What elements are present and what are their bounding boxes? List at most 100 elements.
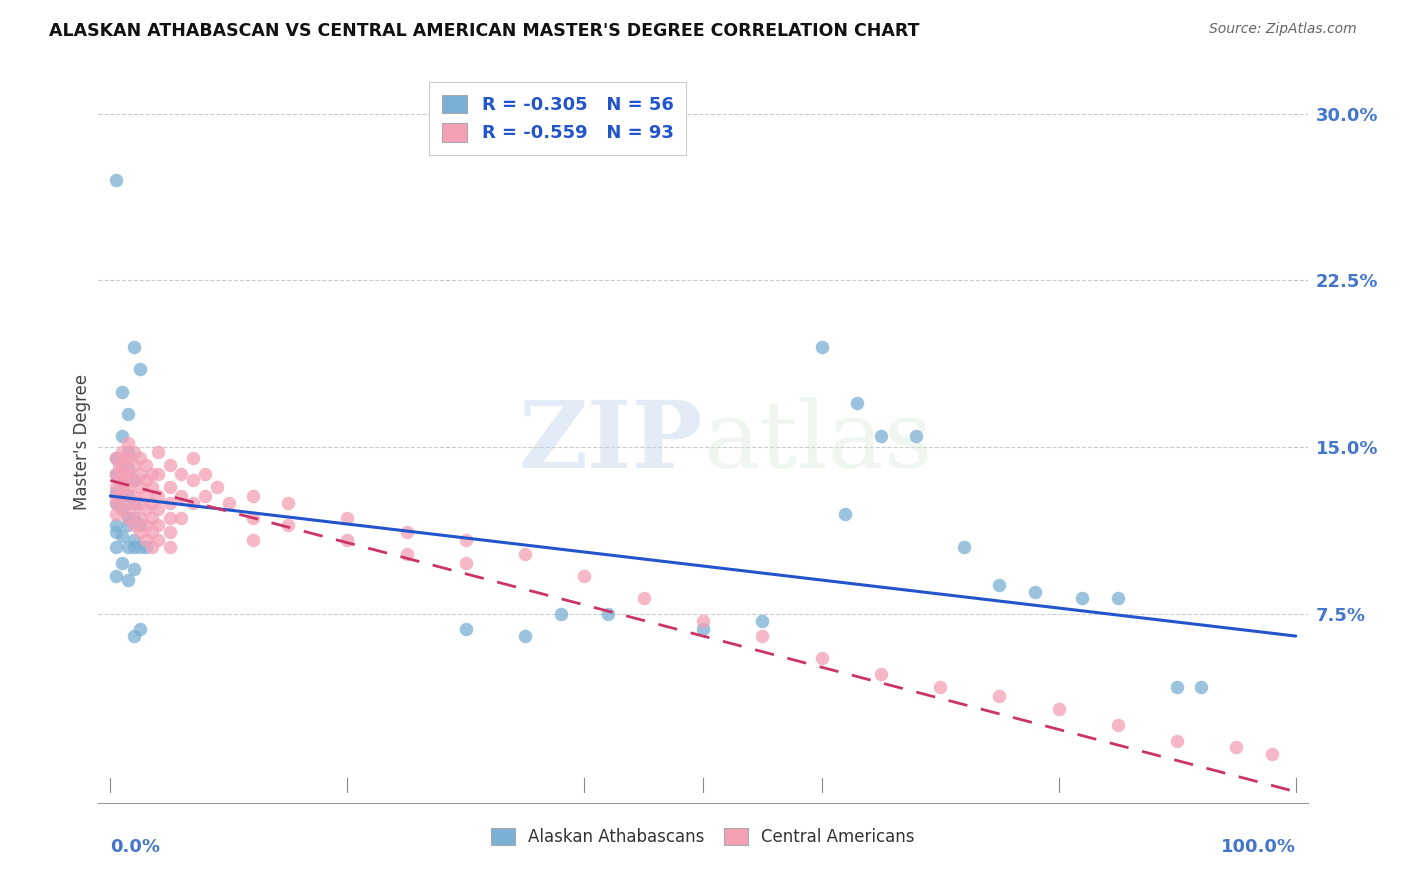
Point — [810, 651, 832, 665]
Point — [135, 502, 157, 516]
Point — [105, 480, 128, 494]
Point — [905, 429, 928, 443]
Point — [454, 533, 477, 548]
Point — [135, 540, 157, 554]
Point — [117, 540, 139, 554]
Point — [846, 395, 869, 409]
Point — [111, 489, 134, 503]
Point — [146, 533, 169, 548]
Point — [159, 524, 181, 539]
Point — [141, 480, 163, 494]
Point — [146, 502, 169, 516]
Point — [117, 511, 139, 525]
Point — [1225, 740, 1247, 755]
Point — [105, 524, 128, 539]
Point — [111, 467, 134, 481]
Point — [170, 467, 193, 481]
Point — [135, 533, 157, 548]
Point — [395, 524, 418, 539]
Point — [129, 517, 152, 532]
Point — [454, 623, 477, 637]
Point — [105, 484, 128, 499]
Point — [242, 489, 264, 503]
Text: 100.0%: 100.0% — [1220, 838, 1296, 856]
Point — [122, 562, 145, 576]
Text: Source: ZipAtlas.com: Source: ZipAtlas.com — [1209, 22, 1357, 37]
Point — [633, 591, 655, 606]
Point — [111, 474, 134, 488]
Point — [146, 517, 169, 532]
Point — [598, 607, 620, 621]
Point — [135, 489, 157, 503]
Point — [129, 511, 152, 525]
Point — [105, 467, 128, 481]
Point — [105, 540, 128, 554]
Point — [170, 511, 193, 525]
Point — [122, 496, 145, 510]
Point — [122, 340, 145, 354]
Point — [111, 529, 134, 543]
Point — [122, 502, 145, 516]
Point — [336, 533, 359, 548]
Point — [988, 578, 1011, 592]
Point — [395, 547, 418, 561]
Point — [751, 629, 773, 643]
Point — [692, 623, 714, 637]
Point — [105, 467, 128, 481]
Point — [129, 524, 152, 539]
Point — [988, 689, 1011, 703]
Point — [1166, 733, 1188, 747]
Point — [277, 496, 299, 510]
Point — [129, 623, 152, 637]
Point — [1166, 680, 1188, 694]
Point — [242, 533, 264, 548]
Point — [105, 496, 128, 510]
Point — [122, 517, 145, 532]
Point — [454, 556, 477, 570]
Point — [159, 496, 181, 510]
Point — [159, 540, 181, 554]
Point — [129, 362, 152, 376]
Point — [751, 614, 773, 628]
Point — [111, 458, 134, 472]
Point — [1071, 591, 1094, 606]
Point — [834, 507, 856, 521]
Point — [122, 444, 145, 458]
Point — [218, 496, 240, 510]
Point — [550, 607, 572, 621]
Point — [194, 467, 217, 481]
Point — [117, 574, 139, 588]
Text: atlas: atlas — [703, 397, 932, 486]
Point — [105, 496, 128, 510]
Point — [122, 489, 145, 503]
Point — [141, 524, 163, 539]
Point — [1107, 591, 1129, 606]
Point — [141, 467, 163, 481]
Point — [111, 429, 134, 443]
Point — [111, 502, 134, 516]
Point — [1047, 702, 1070, 716]
Point — [129, 496, 152, 510]
Point — [146, 444, 169, 458]
Point — [159, 511, 181, 525]
Point — [122, 540, 145, 554]
Point — [159, 458, 181, 472]
Point — [129, 467, 152, 481]
Point — [146, 489, 169, 503]
Point — [111, 556, 134, 570]
Point — [117, 451, 139, 466]
Point — [135, 517, 157, 532]
Point — [869, 666, 891, 681]
Point — [105, 451, 128, 466]
Point — [117, 462, 139, 476]
Point — [117, 435, 139, 450]
Point — [111, 489, 134, 503]
Point — [515, 629, 537, 643]
Point — [1024, 584, 1046, 599]
Point — [135, 474, 157, 488]
Point — [129, 540, 152, 554]
Text: ALASKAN ATHABASCAN VS CENTRAL AMERICAN MASTER'S DEGREE CORRELATION CHART: ALASKAN ATHABASCAN VS CENTRAL AMERICAN M… — [49, 22, 920, 40]
Point — [122, 511, 145, 525]
Point — [141, 496, 163, 510]
Point — [111, 474, 134, 488]
